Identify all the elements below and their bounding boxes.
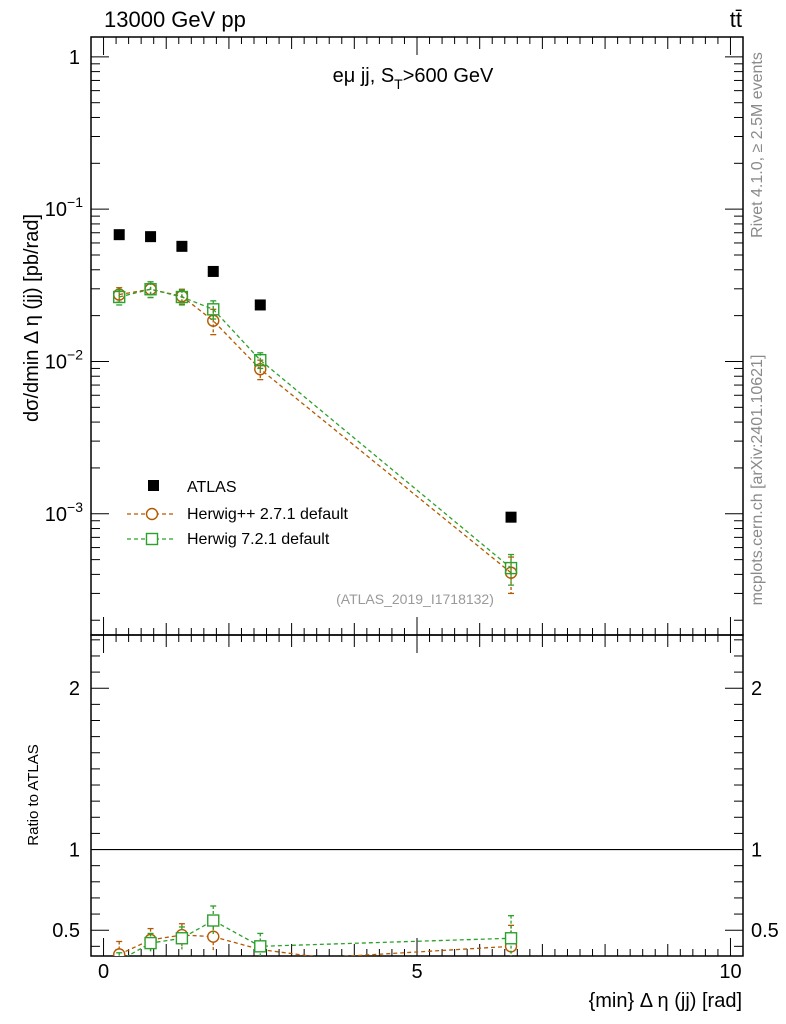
header-process-label: tt̄ xyxy=(730,7,742,32)
legend-atlas-label: ATLAS xyxy=(187,479,237,496)
analysis-watermark: (ATLAS_2019_I1718132) xyxy=(336,591,494,607)
x-tick-label: 10 xyxy=(719,961,741,983)
ratio-y-ticks xyxy=(91,639,743,947)
herwig7-data-point xyxy=(504,561,518,575)
main-series-line-2 xyxy=(119,288,512,569)
ratio-y-tick-label: 1 xyxy=(69,840,80,862)
header-energy-label: 13000 GeV pp xyxy=(104,7,246,32)
ratio-herwig7-point xyxy=(207,914,220,927)
atlas-data-point xyxy=(176,240,188,252)
main-y-tick-labels: 1 10−1 10−2 10−3 xyxy=(45,47,83,526)
ratio-y-tick-label-right: 1 xyxy=(751,840,762,862)
mcplots-reference-label: mcplots.cern.ch [arXiv:2401.10621] xyxy=(749,355,766,606)
rivet-version-label: Rivet 4.1.0, ≥ 2.5M events xyxy=(749,52,766,238)
ratio-plot-frame xyxy=(90,634,744,957)
main-y-tick-label: 10−3 xyxy=(45,499,83,526)
legend-atlas-marker xyxy=(148,480,159,491)
ratio-y-tick-label: 2 xyxy=(69,678,80,700)
main-y-tick-label: 1 xyxy=(69,47,80,69)
atlas-data-point xyxy=(505,511,517,523)
herwig7-data-point xyxy=(144,283,157,296)
ratio-y-tick-label: 0.5 xyxy=(52,920,80,942)
main-y-axis-label: dσ/dmin Δ η (jj) [pb/rad] xyxy=(21,214,43,422)
x-tick-label: 5 xyxy=(411,961,422,983)
ratio-y-axis-label: Ratio to ATLAS xyxy=(25,744,42,845)
main-series-line-1 xyxy=(119,288,512,574)
herwig7-data-point xyxy=(113,290,126,304)
atlas-data-point xyxy=(207,265,219,277)
legend-entry-atlas: ATLAS xyxy=(148,479,237,496)
legend-entry-herwigpp: Herwig++ 2.7.1 default xyxy=(127,506,349,523)
ratio-herwig7-point xyxy=(504,932,518,945)
main-title: eμ jj, ST>600 GeV xyxy=(333,65,494,92)
atlas-data-point xyxy=(254,299,266,311)
ratio-y-tick-labels: 0.5 0.5 1 1 2 2 xyxy=(52,678,779,942)
ratio-herwig7-point xyxy=(254,940,267,953)
herwig7-data-point xyxy=(207,303,220,316)
ratio-herwig7-point xyxy=(144,936,157,950)
legend-herwigpp-label: Herwig++ 2.7.1 default xyxy=(187,506,349,523)
atlas-data-point xyxy=(113,229,125,241)
legend-herwig7-marker xyxy=(145,532,159,546)
ratio-y-tick-label-right: 2 xyxy=(751,678,762,700)
ratio-x-ticks xyxy=(103,635,731,956)
main-x-ticks xyxy=(103,37,731,635)
x-axis-label: {min} Δ η (jj) [rad] xyxy=(589,990,742,1012)
legend-herwig7-label: Herwig 7.2.1 default xyxy=(187,531,330,548)
ratio-x-tick-labels: 0 5 10 xyxy=(98,961,742,983)
ratio-herwig7-point xyxy=(175,932,189,945)
main-y-ticks xyxy=(91,56,743,621)
legend: ATLAS Herwig++ 2.7.1 default Herwig 7.2.… xyxy=(127,479,349,548)
herwig7-data-point xyxy=(175,290,189,304)
ratio-y-tick-label-right: 0.5 xyxy=(751,920,779,942)
legend-herwigpp-marker xyxy=(145,507,159,521)
atlas-data-point xyxy=(145,231,157,243)
herwig7-data-point xyxy=(254,353,267,367)
main-y-tick-label: 10−1 xyxy=(45,194,83,221)
main-y-tick-label: 10−2 xyxy=(45,346,83,373)
ratio-series-group xyxy=(113,905,518,956)
legend-entry-herwig7: Herwig 7.2.1 default xyxy=(127,531,330,548)
main-series-group xyxy=(113,229,518,595)
ratio-panel: 0.5 0.5 1 1 2 2 0 5 10 Ratio to ATLAS {min} Δ η… xyxy=(25,634,779,1012)
main-panel: 1 10−1 10−2 10−3 eμ jj, ST>600 GeV dσ/dmin … xyxy=(21,36,744,636)
x-tick-label: 0 xyxy=(98,961,109,983)
